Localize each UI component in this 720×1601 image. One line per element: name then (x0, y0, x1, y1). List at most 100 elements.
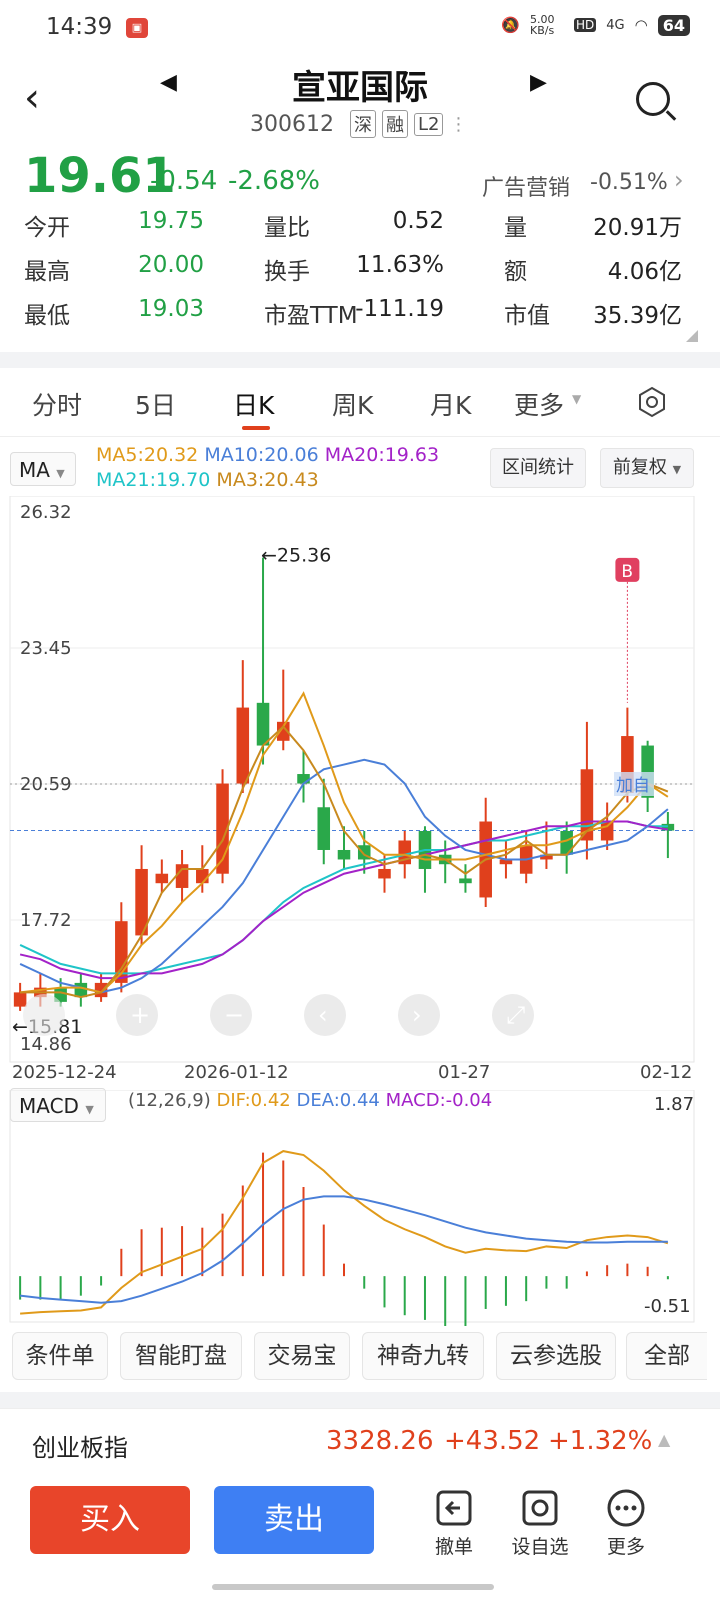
add-watchlist-icon[interactable] (520, 1488, 560, 1528)
legend-ma3: MA3:20.43 (216, 469, 319, 491)
y-tick-label: 23.45 (20, 638, 72, 659)
sector-label[interactable]: 广告营销 (482, 176, 571, 201)
market-tag: 深 (349, 110, 376, 138)
open-label: 今开 (24, 215, 70, 241)
prev-period-icon-glyph: ‹ (318, 1001, 328, 1029)
sector-pct[interactable]: -0.51% (590, 170, 668, 195)
candle (196, 868, 209, 884)
tool-chip[interactable]: 神奇九转 (362, 1332, 484, 1380)
range-stats-button[interactable]: 区间统计 (490, 448, 586, 488)
stock-code-row: 300612 深 融 L2 ⋮ (250, 110, 467, 138)
prev-stock-icon[interactable]: ◀ (160, 70, 177, 95)
market-cap-label: 市值 (504, 303, 550, 329)
macd-label: MACD (19, 1094, 79, 1118)
hd-icon: HD (574, 18, 597, 32)
candle (540, 854, 553, 860)
candle (135, 868, 148, 936)
expand-corner-icon[interactable] (686, 330, 698, 342)
x-tick-label: 01-27 (438, 1062, 490, 1083)
ma21-line (19, 820, 668, 975)
kline-chart[interactable]: 26.3223.4520.5917.7214.86←25.36←15.81B加自… (0, 496, 720, 1086)
tabs-divider (0, 436, 720, 437)
candle (74, 982, 88, 998)
dif-line (20, 1150, 669, 1315)
chevron-right-icon[interactable]: › (674, 166, 684, 194)
tool-chip[interactable]: 全部 (626, 1332, 707, 1380)
index-name[interactable]: 创业板指 (32, 1434, 128, 1462)
macd-frame (9, 1090, 695, 1323)
macd-dif: DIF:0.42 (216, 1090, 291, 1111)
tab-daily-k[interactable]: 日K (233, 391, 275, 420)
more-icon[interactable] (606, 1488, 646, 1528)
legend-ma10: MA10:20.06 (204, 444, 319, 466)
adjust-label: 前复权 (612, 457, 667, 478)
add-watchlist-label[interactable]: 设自选 (511, 1536, 569, 1558)
mute-icon: 🔕 (501, 16, 521, 34)
index-value: 3328.26 (326, 1426, 434, 1456)
tool-chip[interactable]: 智能盯盘 (120, 1332, 242, 1380)
cancel-order-label[interactable]: 撤单 (434, 1536, 473, 1558)
macd-max-label: 1.87 (654, 1094, 694, 1115)
candle (175, 864, 189, 888)
ma-legend: MA5:20.32 MA10:20.06 MA20:19.63 (96, 444, 439, 466)
tab-more[interactable]: 更多 (514, 391, 565, 420)
watch-tag[interactable]: 加自 (616, 776, 650, 796)
macd-params: (12,26,9) (128, 1090, 211, 1111)
chart-frame (9, 496, 695, 1063)
pan-left-icon[interactable] (23, 994, 65, 1036)
tab-intraday[interactable]: 分时 (32, 391, 83, 420)
market-cap-value: 35.39亿 (593, 303, 682, 329)
title-bar: ‹ ◀ 宣亚国际 ▶ 300612 深 融 L2 ⋮ (0, 60, 720, 150)
more-dots-icon[interactable]: ⋮ (449, 113, 468, 135)
adjust-select[interactable]: 前复权 ▼ (600, 448, 694, 488)
tool-chip[interactable]: 交易宝 (254, 1332, 350, 1380)
active-tab-indicator (242, 426, 270, 430)
ma-legend-2: MA21:19.70 MA3:20.43 (96, 469, 319, 491)
tab-5day[interactable]: 5日 (135, 391, 176, 420)
margin-tag: 融 (381, 110, 408, 138)
turnover-value: 11.63% (356, 252, 444, 278)
candle (560, 830, 573, 855)
battery-icon: 64 (657, 14, 690, 36)
candle (276, 721, 290, 741)
stock-name: 宣亚国际 (292, 68, 428, 108)
signal-icon: 4G (606, 17, 625, 33)
next-stock-icon[interactable]: ▶ (530, 70, 547, 95)
more-label[interactable]: 更多 (606, 1536, 645, 1558)
sell-button[interactable]: 卖出 (214, 1486, 374, 1554)
tool-chip[interactable]: 云参选股 (496, 1332, 616, 1380)
cancel-order-icon[interactable] (434, 1488, 474, 1528)
candle (94, 982, 108, 998)
candle (236, 707, 250, 784)
next-period-icon[interactable] (398, 994, 440, 1036)
buy-button[interactable]: 买入 (30, 1486, 190, 1554)
candle (54, 987, 67, 1002)
macd-select[interactable]: MACD ▼ (10, 1088, 106, 1122)
y-tick-label: 26.32 (20, 502, 72, 523)
fullscreen-icon-glyph: ⤢ (506, 1001, 525, 1029)
tab-monthly-k[interactable]: 月K (430, 391, 472, 420)
back-icon[interactable]: ‹ (24, 75, 40, 121)
high-label: 最高 (24, 259, 70, 285)
zoom-in-icon[interactable] (116, 994, 158, 1036)
expand-up-icon[interactable]: ▲ (658, 1430, 671, 1449)
macd-chart[interactable]: 1.87 -0.51 (0, 1090, 720, 1326)
dropdown-icon: ▼ (56, 467, 65, 480)
x-tick-label: 02-12 (640, 1062, 692, 1083)
gear-icon[interactable] (636, 386, 668, 418)
candle (499, 859, 513, 865)
ma3-line (20, 725, 669, 999)
fullscreen-icon[interactable] (492, 994, 534, 1036)
dropdown-icon: ▼ (85, 1103, 94, 1116)
home-indicator[interactable] (212, 1584, 494, 1590)
pe-ttm-label: 市盈TTM (264, 303, 358, 329)
prev-period-icon[interactable] (304, 994, 346, 1036)
candle (297, 774, 310, 784)
y-tick-label: 14.86 (20, 1034, 72, 1055)
tool-chip[interactable]: 条件单 (12, 1332, 108, 1380)
index-pct: +1.32% (548, 1426, 653, 1456)
tab-weekly-k[interactable]: 周K (332, 391, 374, 420)
search-icon[interactable] (636, 82, 670, 116)
zoom-out-icon[interactable] (210, 994, 252, 1036)
indicator-select[interactable]: MA ▼ (10, 452, 76, 486)
